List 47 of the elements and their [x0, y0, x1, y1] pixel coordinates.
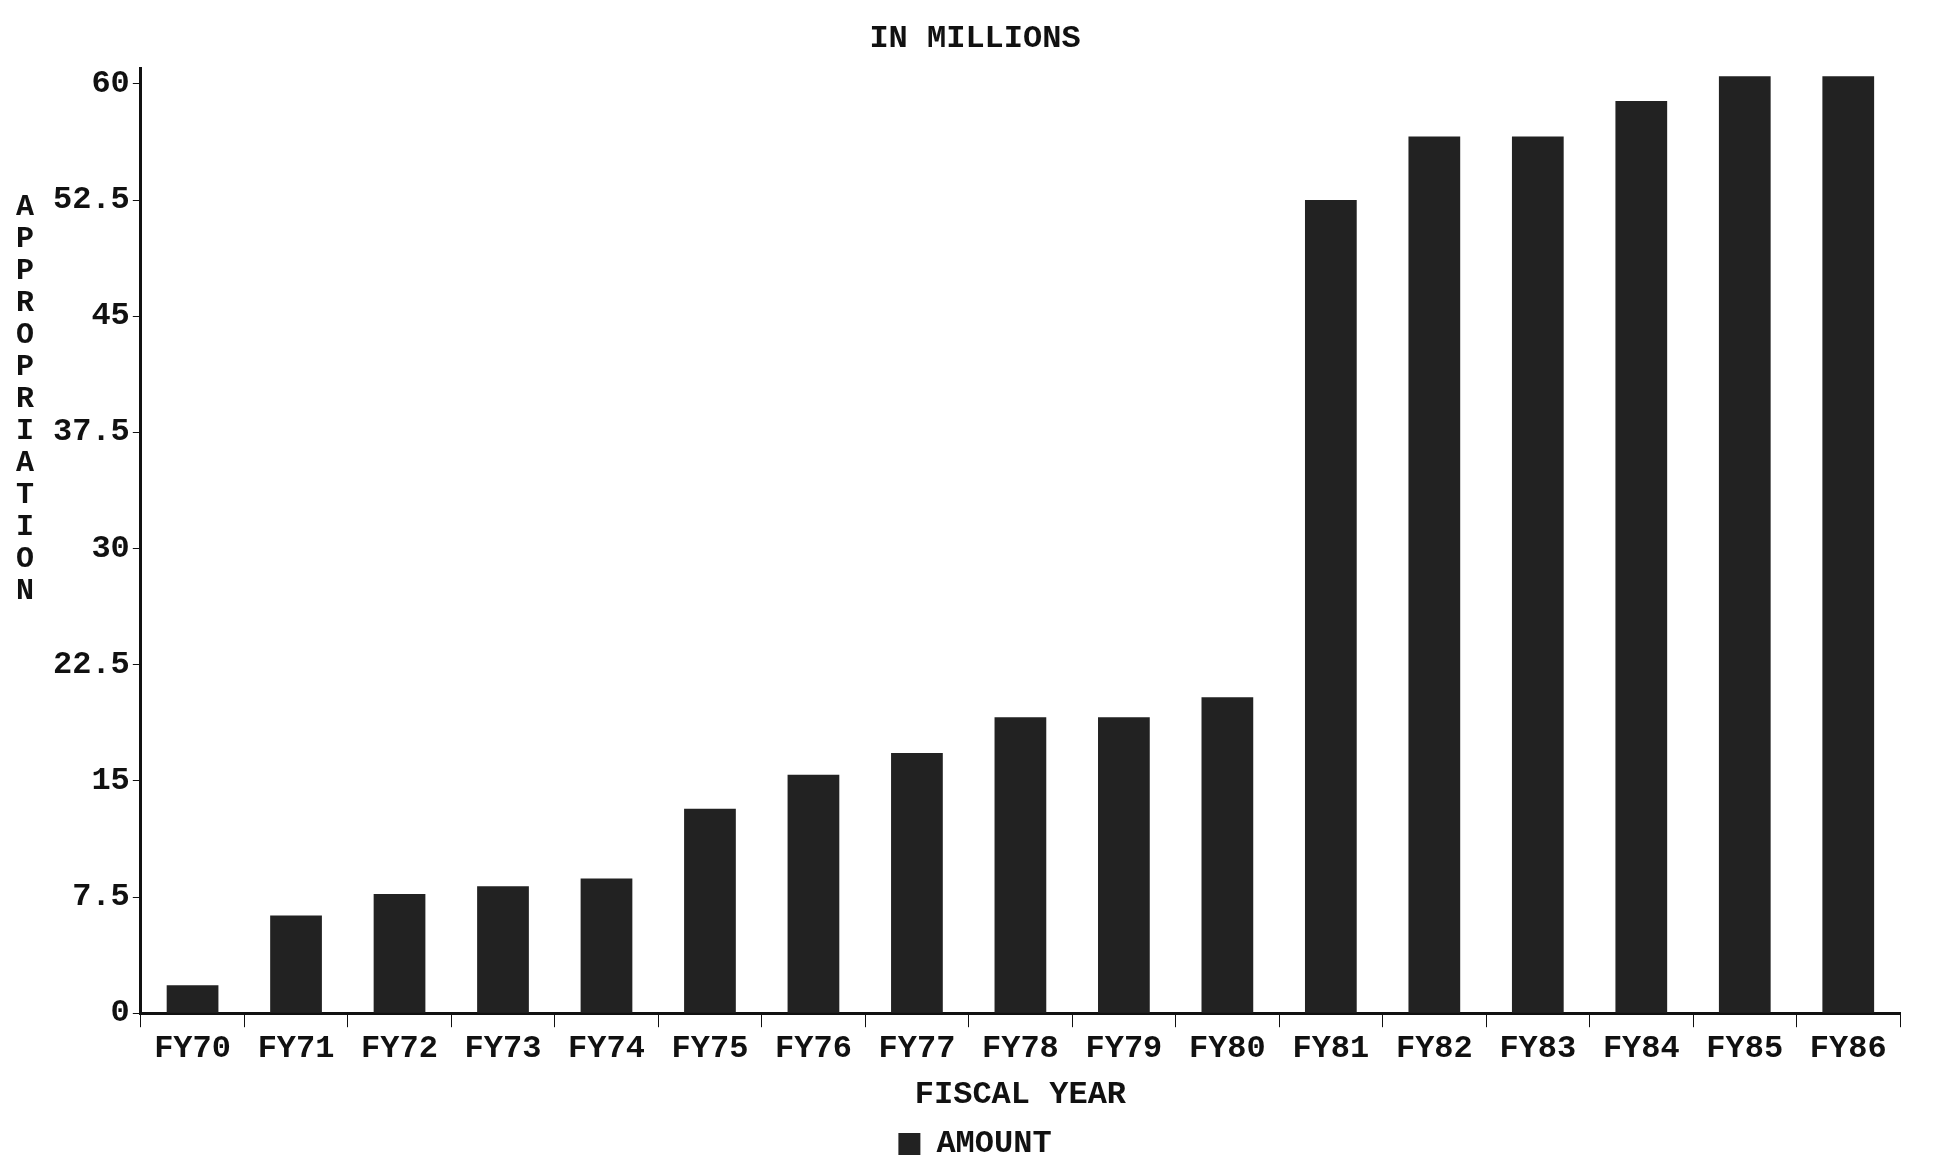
- x-tick-label: FY77: [878, 1030, 956, 1068]
- x-tick-label: FY74: [568, 1030, 645, 1068]
- x-tick-label: FY83: [1499, 1030, 1577, 1068]
- chart-title: IN MILLIONS: [869, 20, 1081, 58]
- y-axis-title: APPROPRIATION: [8, 190, 42, 606]
- bar: [1408, 136, 1461, 1013]
- bar: [166, 985, 219, 1013]
- y-tick-label: 30: [91, 529, 130, 567]
- x-axis-title: FISCAL YEAR: [914, 1075, 1127, 1113]
- legend-label: AMOUNT: [936, 1125, 1052, 1163]
- y-tick-label: 60: [91, 64, 130, 102]
- y-tick-label: 37.5: [53, 413, 130, 451]
- x-tick-label: FY75: [671, 1030, 749, 1068]
- bar: [994, 717, 1047, 1013]
- x-tick-label: FY70: [154, 1030, 231, 1068]
- y-tick-label: 45: [91, 297, 130, 335]
- x-tick-label: FY80: [1188, 1030, 1266, 1068]
- x-tick-label: FY78: [982, 1030, 1059, 1068]
- bar: [373, 893, 426, 1013]
- bar: [1098, 717, 1150, 1013]
- x-tick-label: FY81: [1292, 1030, 1370, 1068]
- x-tick-label: FY76: [775, 1030, 852, 1068]
- bar: [1201, 697, 1254, 1013]
- y-tick-label: 15: [91, 761, 130, 799]
- x-tick-label: FY72: [361, 1030, 438, 1068]
- bar: [1718, 76, 1771, 1013]
- x-tick-label: FY85: [1706, 1030, 1784, 1068]
- y-tick-label: 7.5: [72, 878, 130, 916]
- y-tick-label: 0: [110, 994, 130, 1032]
- bar: [1822, 76, 1875, 1013]
- bar: [1615, 100, 1668, 1013]
- bar: [787, 774, 840, 1013]
- x-tick-label: FY86: [1809, 1030, 1887, 1068]
- x-tick-label: FY84: [1602, 1030, 1680, 1068]
- x-tick-label: FY82: [1395, 1030, 1473, 1068]
- x-tick-label: FY79: [1085, 1030, 1163, 1068]
- bar: [1511, 136, 1564, 1013]
- y-tick-label: 22.5: [53, 645, 130, 683]
- x-tick-label: FY73: [464, 1030, 542, 1068]
- bar: [477, 886, 529, 1013]
- bar: [684, 808, 736, 1013]
- bar: [580, 878, 633, 1013]
- x-tick-label: FY71: [257, 1030, 335, 1068]
- y-tick-label: 52.5: [53, 181, 130, 219]
- bar: [891, 752, 943, 1013]
- bar: [270, 915, 322, 1013]
- bar: [1304, 200, 1357, 1013]
